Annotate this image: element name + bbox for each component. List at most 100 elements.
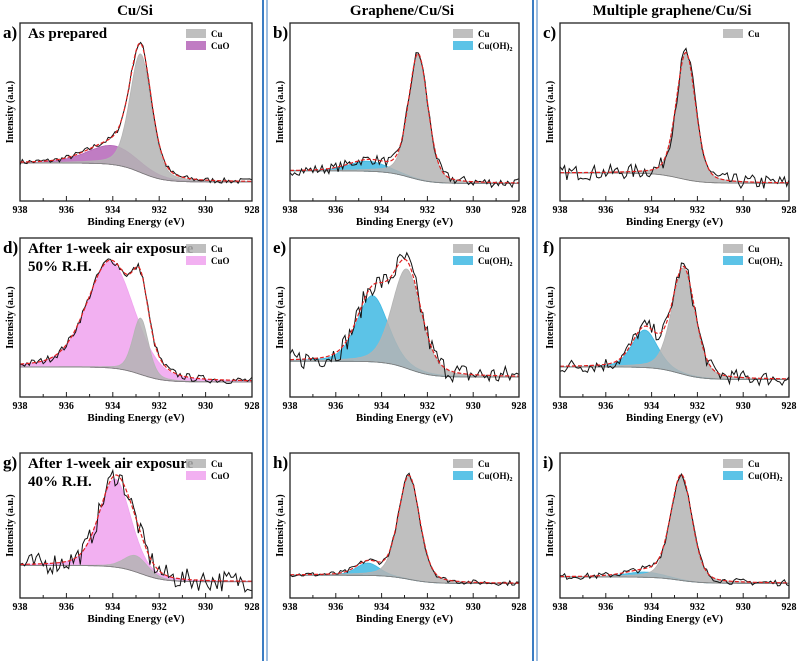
panel-c: 938 936 934 932 930 928 Binding Energy (eV) Int… [543,22,797,228]
x-tick-label: 934 [644,602,659,613]
raw-data-line [559,47,790,190]
y-axis-label: Intensity (a.u.) [5,81,16,144]
panel-title: 40% R.H. [28,474,92,490]
x-tick-label: 932 [152,205,167,216]
legend-swatch [186,256,206,265]
x-tick-label: 938 [283,602,298,613]
x-tick-label: 936 [328,205,343,216]
legend-swatch [453,244,473,253]
legend-label: Cu [211,29,223,39]
fit-envelope-line [289,474,519,584]
y-axis-label: Intensity (a.u.) [5,494,16,557]
legend-label: Cu(OH)2 [748,471,783,483]
background-line [20,565,252,583]
x-tick-label: 938 [553,602,568,613]
fit-envelope-line [290,52,519,184]
x-tick-label: 936 [328,401,343,412]
legend-swatch [723,256,743,265]
x-tick-label: 934 [644,401,659,412]
x-tick-label: 930 [466,401,481,412]
x-tick-label: 928 [512,205,527,216]
x-tick-label: 932 [420,602,435,613]
x-axis-label: Binding Energy (eV) [356,216,454,228]
panel-title: As prepared [28,26,108,42]
panel-f: 938 936 934 932 930 928 Binding Energy (eV) Int… [543,237,797,424]
x-tick-label: 930 [198,602,213,613]
fit-envelope-line [560,265,789,380]
x-tick-label: 936 [59,205,74,216]
panel-label: a) [3,23,17,42]
panel-label: h) [273,453,288,472]
x-tick-label: 930 [736,602,751,613]
y-axis-label: Intensity (a.u.) [545,81,556,144]
x-tick-label: 928 [245,602,260,613]
legend-swatch [453,459,473,468]
x-tick-label: 930 [736,401,751,412]
x-tick-label: 936 [598,205,613,216]
legend-label: Cu [748,29,760,39]
x-tick-label: 936 [328,602,343,613]
x-axis-label: Binding Energy (eV) [87,613,185,625]
component-cu [559,267,790,380]
panel-label: e) [273,238,286,257]
x-tick-label: 936 [598,401,613,412]
x-tick-label: 936 [59,602,74,613]
y-axis-label: Intensity (a.u.) [275,494,286,557]
x-tick-label: 930 [198,205,213,216]
x-tick-label: 928 [245,401,260,412]
x-tick-label: 934 [644,205,659,216]
panel-a: 938 936 934 932 930 928 Binding Energy (eV) Int… [3,22,260,228]
x-tick-label: 928 [782,401,797,412]
legend-swatch [186,459,206,468]
x-axis-label: Binding Energy (eV) [87,216,185,228]
component-cu [559,474,790,584]
component-cu [289,53,520,184]
fit-envelope-line [289,258,519,377]
legend-label: CuO [211,256,230,266]
x-tick-label: 934 [374,602,389,613]
x-axis-label: Binding Energy (eV) [356,412,454,424]
legend-label: Cu [211,459,223,469]
fit-envelope-line [560,473,789,584]
x-tick-label: 934 [105,205,120,216]
x-tick-label: 938 [283,205,298,216]
y-axis-label: Intensity (a.u.) [275,81,286,144]
legend-label: Cu(OH)2 [478,471,513,483]
x-tick-label: 932 [690,602,705,613]
panel-label: g) [3,453,17,472]
x-tick-label: 932 [152,401,167,412]
panel-e: 938 936 934 932 930 928 Binding Energy (eV) Int… [273,237,527,424]
legend-label: Cu [478,459,490,469]
background-line [20,162,252,183]
x-tick-label: 928 [512,602,527,613]
x-axis-label: Binding Energy (eV) [87,412,185,424]
legend-swatch [186,29,206,38]
legend-swatch [723,459,743,468]
legend-swatch [453,29,473,38]
legend-label: Cu [748,459,760,469]
legend-swatch [453,471,473,480]
x-tick-label: 938 [13,401,28,412]
x-tick-label: 928 [245,205,260,216]
x-tick-label: 932 [690,205,705,216]
y-axis-label: Intensity (a.u.) [275,286,286,349]
x-tick-label: 938 [13,602,28,613]
panel-title: After 1-week air exposure [28,456,194,472]
panel-d: 938 936 934 932 930 928 Binding Energy (eV) Int… [3,237,260,424]
x-axis-label: Binding Energy (eV) [626,412,724,424]
x-tick-label: 934 [374,401,389,412]
legend-swatch [453,256,473,265]
x-tick-label: 938 [13,205,28,216]
legend-label: Cu [211,244,223,254]
x-tick-label: 934 [374,205,389,216]
legend-label: Cu [478,29,490,39]
panel-label: b) [273,23,288,42]
x-axis-label: Binding Energy (eV) [626,613,724,625]
x-tick-label: 932 [152,602,167,613]
legend-label: Cu(OH)2 [748,256,783,268]
panel-label: f) [543,238,554,257]
x-tick-label: 938 [553,205,568,216]
x-tick-label: 932 [690,401,705,412]
legend-swatch [186,471,206,480]
